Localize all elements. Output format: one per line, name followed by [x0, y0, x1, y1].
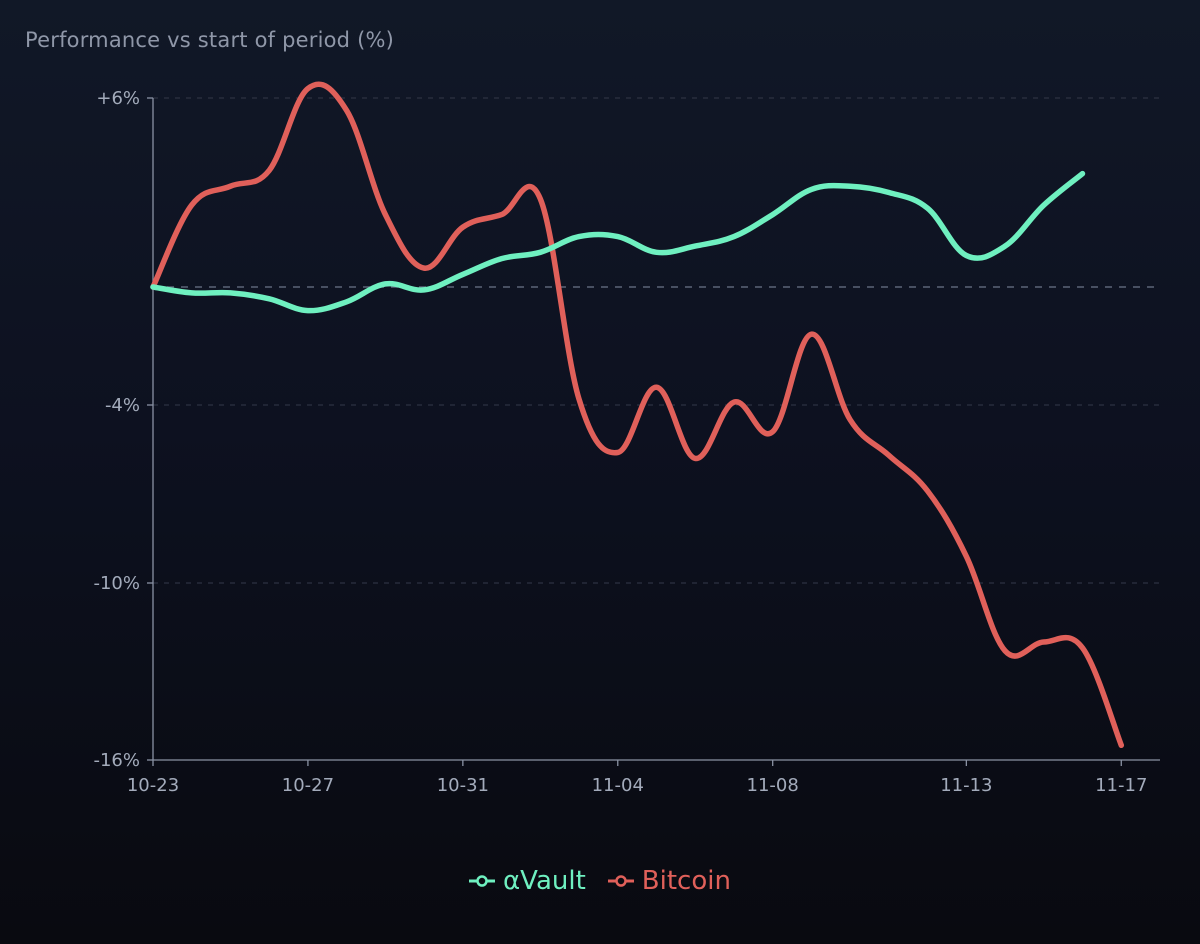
y-tick-label: +6%	[96, 88, 140, 109]
legend-label: Bitcoin	[641, 866, 731, 896]
legend: αVault Bitcoin	[0, 866, 1200, 896]
x-tick-label: 11-04	[592, 775, 644, 796]
series-layer	[150, 81, 1125, 749]
x-tick-label: 11-17	[1095, 775, 1147, 796]
legend-label: αVault	[503, 866, 586, 896]
y-tick-label: -4%	[105, 395, 140, 416]
x-tick-label: 11-08	[747, 775, 799, 796]
legend-item-bitcoin[interactable]: Bitcoin	[607, 866, 731, 896]
grid-layer	[153, 97, 1160, 584]
x-tick-label: 11-13	[940, 775, 992, 796]
chart-title: Performance vs start of period (%)	[25, 28, 395, 52]
series-line-avault[interactable]	[150, 170, 1086, 314]
x-tick-label: 10-31	[437, 775, 489, 796]
legend-line-marker-icon	[469, 875, 496, 887]
axis-layer: +6% -4% -10% -16% 10-23 10-27 10-31 11-04 11-08 1…	[93, 88, 1160, 796]
series-line-bitcoin[interactable]	[150, 81, 1125, 749]
legend-item-avault[interactable]: αVault	[469, 866, 586, 896]
x-tick-label: 10-27	[282, 775, 334, 796]
y-tick-label: -16%	[93, 750, 140, 771]
y-tick-label: -10%	[93, 573, 140, 594]
legend-line-marker-icon	[607, 875, 634, 887]
x-tick-label: 10-23	[127, 775, 179, 796]
